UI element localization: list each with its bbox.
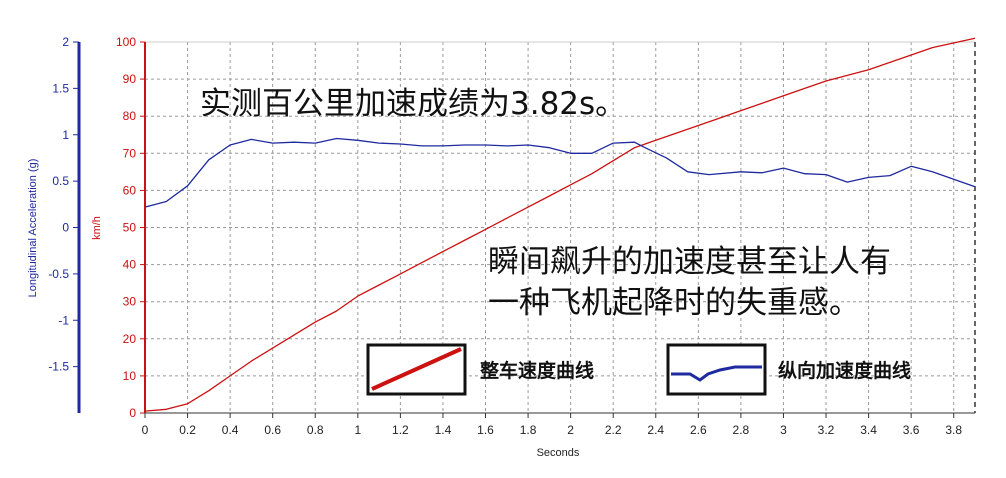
legend: 整车速度曲线 纵向加速度曲线 — [366, 343, 911, 396]
accel-tick-label: 0.5 — [52, 174, 69, 188]
x-tick-label: 0.6 — [264, 423, 281, 437]
speed-tick-label: 0 — [129, 406, 136, 420]
x-tick-label: 3.6 — [903, 423, 920, 437]
speed-tick-label: 10 — [123, 369, 137, 383]
x-tick-label: 1.2 — [392, 423, 409, 437]
description-line-1: 瞬间飙升的加速度甚至让人有 — [488, 244, 891, 280]
x-tick-label: 1 — [354, 423, 361, 437]
x-tick-label: 3 — [780, 423, 787, 437]
x-tick-label: 0.2 — [179, 423, 196, 437]
speed-series-line — [144, 37, 976, 412]
legend-item-acceleration: 纵向加速度曲线 — [666, 343, 911, 396]
description-line-2: 一种飞机起降时的失重感。 — [488, 285, 860, 321]
accel-tick-label: 2 — [62, 35, 69, 49]
x-tick-label: 2.8 — [733, 423, 750, 437]
speed-tick-label: 40 — [123, 258, 137, 272]
x-tick-label: 0.4 — [222, 423, 239, 437]
x-tick-label: 1.8 — [520, 423, 537, 437]
legend-speed-label: 整车速度曲线 — [480, 359, 594, 382]
x-tick-label: 1.6 — [477, 423, 494, 437]
x-tick-label: 3.8 — [945, 423, 962, 437]
acceleration-series-line — [144, 137, 976, 208]
left-axis: 2 1.5 1 0.5 0 -0.5 -1 -1.5 — [48, 35, 81, 413]
grid — [145, 42, 975, 413]
speed-tick-label: 20 — [123, 332, 137, 346]
speed-tick-label: 30 — [123, 295, 137, 309]
speed-tick-label: 100 — [116, 35, 136, 49]
accel-tick-label: 1 — [62, 128, 69, 142]
speed-tick-label: 70 — [123, 146, 137, 160]
speed-axis-title: km/h — [91, 216, 103, 240]
x-tick-label: 2.2 — [605, 423, 622, 437]
left-axis-title: Longitudinal Acceleration (g) — [27, 159, 39, 298]
x-tick-label: 3.2 — [818, 423, 835, 437]
x-tick-label: 1.4 — [435, 423, 452, 437]
accel-tick-label: 0 — [62, 221, 69, 235]
legend-accel-line — [671, 365, 762, 382]
speed-tick-label: 80 — [123, 109, 137, 123]
accel-tick-label: 1.5 — [52, 81, 69, 95]
x-tick-label: 0.8 — [307, 423, 324, 437]
legend-accel-label: 纵向加速度曲线 — [778, 359, 911, 382]
x-axis-title: Seconds — [537, 447, 580, 459]
legend-accel-swatch — [666, 343, 767, 396]
x-tick-label: 2.6 — [690, 423, 707, 437]
speed-tick-label: 90 — [123, 72, 137, 86]
acceleration-result-text: 实测百公里加速成绩为3.82s。 — [200, 86, 626, 122]
x-tick-label: 0 — [142, 423, 149, 437]
legend-item-speed: 整车速度曲线 — [366, 343, 594, 396]
speed-tick-label: 60 — [123, 183, 137, 197]
plot-frame — [145, 41, 976, 413]
speed-tick-label: 50 — [123, 221, 137, 235]
series-layer — [144, 37, 976, 412]
x-tick-label: 2 — [567, 423, 574, 437]
accel-tick-label: -1 — [58, 313, 69, 327]
legend-speed-line — [371, 347, 462, 391]
x-axis: 0 0.2 0.4 0.6 0.8 1 1.2 1.4 1.6 1.8 2 2.2 2.4 2.6 2.8 3… — [142, 412, 975, 437]
x-tick-label: 2.4 — [647, 423, 664, 437]
accel-tick-label: -0.5 — [48, 267, 69, 281]
accel-tick-label: -1.5 — [48, 360, 69, 374]
x-tick-label: 3.4 — [860, 423, 877, 437]
